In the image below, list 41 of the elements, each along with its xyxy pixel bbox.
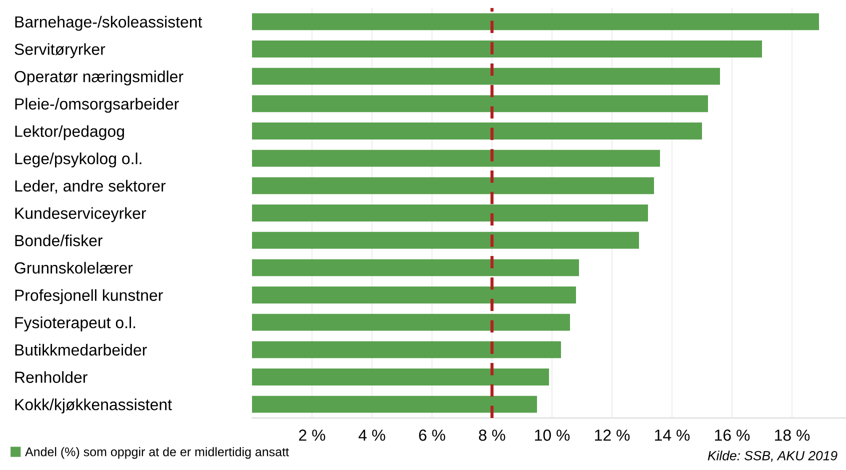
y-tick-label: Leder, andre sektorer — [15, 180, 166, 194]
bar — [252, 68, 720, 85]
y-tick-label: Kundeserviceyrker — [15, 207, 146, 222]
y-tick-label: Grunnskolelærer — [14, 262, 133, 274]
bar — [252, 368, 549, 386]
bar — [252, 95, 708, 112]
x-tick-label: 6 % — [419, 430, 446, 441]
y-tick-label: Bonde/fisker — [15, 234, 103, 246]
x-tick-label: 10 % — [535, 430, 570, 441]
y-tick-label: Fysioterapeut o.l. — [15, 316, 136, 332]
y-tick-label: Profesjonell kunstner — [15, 289, 163, 304]
y-tick-label: Barnehage-/skoleassistent — [15, 16, 202, 31]
bar — [252, 13, 819, 30]
x-tick-label: 18 % — [775, 430, 810, 441]
x-tick-label: 8 % — [478, 430, 506, 441]
y-tick-label: Lektor/pedagog — [15, 125, 124, 140]
x-tick-label: 16 % — [715, 430, 750, 441]
bar — [252, 314, 570, 331]
x-tick-label: 2 % — [299, 430, 326, 441]
bar — [252, 259, 579, 276]
y-tick-label: Operatør næringsmidler — [14, 70, 184, 86]
bar — [252, 204, 648, 222]
bar — [252, 122, 702, 140]
y-tick-label: Renholder — [15, 371, 88, 383]
y-tick-label: Servitøryrker — [14, 43, 106, 58]
y-tick-label: Pleie-/omsorgsarbeider — [15, 98, 179, 113]
bar — [252, 177, 654, 194]
y-tick-label: Lege/psykolog o.l. — [15, 152, 142, 168]
bar — [252, 40, 762, 58]
bar — [252, 396, 537, 413]
bar — [252, 150, 660, 167]
text: Kilde: SSB, AKU 2019 — [708, 450, 838, 462]
x-tick-label: 12 % — [595, 430, 630, 441]
y-tick-label: Butikkmedarbeider — [15, 344, 147, 356]
bar — [252, 232, 639, 249]
x-tick-label: 4 % — [358, 430, 386, 441]
x-tick-label: 14 % — [655, 430, 690, 441]
bar — [252, 341, 561, 358]
bar — [252, 286, 576, 304]
y-tick-label: Kokk/kjøkkenassistent — [15, 398, 172, 414]
legend-label: Andel (%) som oppgir at de er midlertidig ansatt — [25, 447, 289, 459]
